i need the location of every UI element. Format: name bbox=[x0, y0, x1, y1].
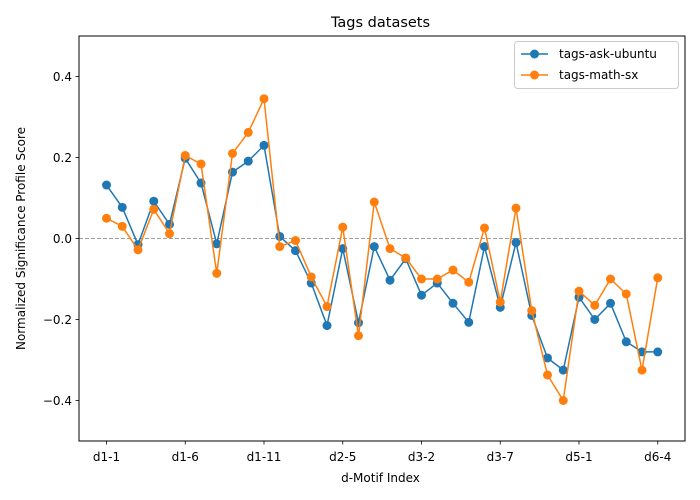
data-point-tags-math-sx bbox=[653, 273, 663, 283]
data-point-tags-ask-ubuntu bbox=[653, 347, 663, 357]
data-point-tags-math-sx bbox=[606, 274, 615, 284]
data-point-tags-math-sx bbox=[464, 277, 474, 287]
x-tick-label: d2-5 bbox=[329, 450, 356, 464]
data-point-tags-ask-ubuntu bbox=[275, 231, 285, 241]
data-point-tags-math-sx bbox=[385, 244, 395, 254]
data-point-tags-math-sx bbox=[401, 253, 411, 263]
data-point-tags-ask-ubuntu bbox=[117, 202, 127, 212]
data-point-tags-math-sx bbox=[291, 236, 300, 246]
data-point-tags-math-sx bbox=[558, 396, 568, 405]
y-axis-label: Normalized Significance Profile Score bbox=[14, 127, 28, 350]
y-tick-label: 0.4 bbox=[53, 70, 72, 84]
data-point-tags-math-sx bbox=[511, 203, 521, 213]
data-point-tags-ask-ubuntu bbox=[259, 140, 269, 150]
data-point-tags-ask-ubuntu bbox=[543, 353, 552, 363]
series-line-tags-ask-ubuntu bbox=[105, 144, 658, 371]
legend-marker-tags-math-sx bbox=[530, 70, 539, 80]
data-point-tags-ask-ubuntu bbox=[448, 298, 458, 308]
data-point-tags-math-sx bbox=[543, 370, 552, 380]
data-point-tags-math-sx bbox=[590, 300, 600, 310]
data-point-tags-ask-ubuntu bbox=[480, 242, 489, 252]
data-point-tags-ask-ubuntu bbox=[417, 290, 426, 300]
data-point-tags-math-sx bbox=[212, 268, 222, 278]
y-tick-label: 0.2 bbox=[53, 151, 72, 165]
data-point-tags-math-sx bbox=[432, 274, 442, 284]
data-point-tags-math-sx bbox=[165, 229, 174, 239]
data-point-tags-ask-ubuntu bbox=[243, 156, 253, 166]
x-tick-label: d6-4 bbox=[644, 450, 671, 464]
data-point-tags-math-sx bbox=[574, 286, 584, 296]
x-tick-label: d1-11 bbox=[247, 450, 282, 464]
data-point-tags-ask-ubuntu bbox=[558, 365, 568, 375]
data-point-tags-math-sx bbox=[180, 150, 190, 160]
data-point-tags-ask-ubuntu bbox=[464, 317, 474, 327]
x-tick-label: d5-1 bbox=[565, 450, 592, 464]
data-point-tags-math-sx bbox=[306, 272, 316, 282]
x-tick-label: d1-6 bbox=[172, 450, 199, 464]
legend-marker-tags-ask-ubuntu bbox=[530, 49, 539, 59]
data-point-tags-ask-ubuntu bbox=[291, 246, 300, 256]
data-point-tags-math-sx bbox=[417, 274, 426, 284]
x-tick-label: d3-2 bbox=[408, 450, 435, 464]
legend-label-tags-ask-ubuntu: tags-ask-ubuntu bbox=[559, 47, 657, 61]
data-point-tags-math-sx bbox=[275, 242, 285, 252]
data-point-tags-math-sx bbox=[133, 245, 143, 255]
plot-area bbox=[79, 94, 685, 405]
data-point-tags-math-sx bbox=[495, 297, 505, 307]
x-tick-label: d1-1 bbox=[93, 450, 120, 464]
x-axis-label: d-Motif Index bbox=[341, 471, 420, 485]
data-point-tags-ask-ubuntu bbox=[212, 239, 222, 249]
data-point-tags-ask-ubuntu bbox=[322, 321, 332, 331]
data-point-tags-math-sx bbox=[369, 197, 379, 207]
y-tick-label: −0.4 bbox=[43, 394, 72, 408]
data-point-tags-ask-ubuntu bbox=[511, 238, 521, 248]
data-point-tags-math-sx bbox=[322, 302, 332, 312]
data-point-tags-ask-ubuntu bbox=[369, 242, 379, 252]
data-point-tags-ask-ubuntu bbox=[621, 337, 631, 347]
data-point-tags-math-sx bbox=[480, 223, 489, 233]
legend-box bbox=[514, 41, 679, 89]
data-point-tags-math-sx bbox=[259, 94, 269, 104]
data-point-tags-math-sx bbox=[243, 127, 253, 137]
data-point-tags-ask-ubuntu bbox=[354, 318, 363, 328]
y-tick-label: 0.0 bbox=[53, 232, 72, 246]
y-tick-label: −0.2 bbox=[43, 313, 72, 327]
data-point-tags-math-sx bbox=[338, 222, 348, 232]
data-point-tags-math-sx bbox=[621, 289, 631, 299]
y-axis: −0.4 −0.2 0.0 0.2 0.4 bbox=[43, 70, 79, 408]
x-axis: d1-1 d1-6 d1-11 d2-5 d3-2 d3-7 d5-1 d6-4 bbox=[93, 441, 671, 464]
data-point-tags-ask-ubuntu bbox=[102, 180, 111, 190]
chart-title: Tags datasets bbox=[330, 15, 430, 31]
data-point-tags-ask-ubuntu bbox=[149, 196, 159, 206]
data-point-tags-math-sx bbox=[117, 221, 127, 231]
data-point-tags-math-sx bbox=[354, 331, 363, 341]
data-point-tags-ask-ubuntu bbox=[385, 275, 395, 285]
data-point-tags-ask-ubuntu bbox=[590, 315, 600, 324]
data-point-tags-math-sx bbox=[196, 159, 206, 169]
data-point-tags-math-sx bbox=[149, 204, 159, 214]
x-tick-label: d3-7 bbox=[487, 450, 514, 464]
data-point-tags-math-sx bbox=[228, 148, 237, 158]
legend-label-tags-math-sx: tags-math-sx bbox=[559, 68, 638, 82]
data-point-tags-math-sx bbox=[637, 365, 647, 375]
data-point-tags-math-sx bbox=[448, 265, 458, 275]
data-point-tags-math-sx bbox=[102, 213, 111, 223]
data-point-tags-math-sx bbox=[527, 306, 537, 316]
data-point-tags-ask-ubuntu bbox=[606, 298, 615, 308]
legend: tags-ask-ubuntu tags-math-sx bbox=[514, 41, 679, 89]
